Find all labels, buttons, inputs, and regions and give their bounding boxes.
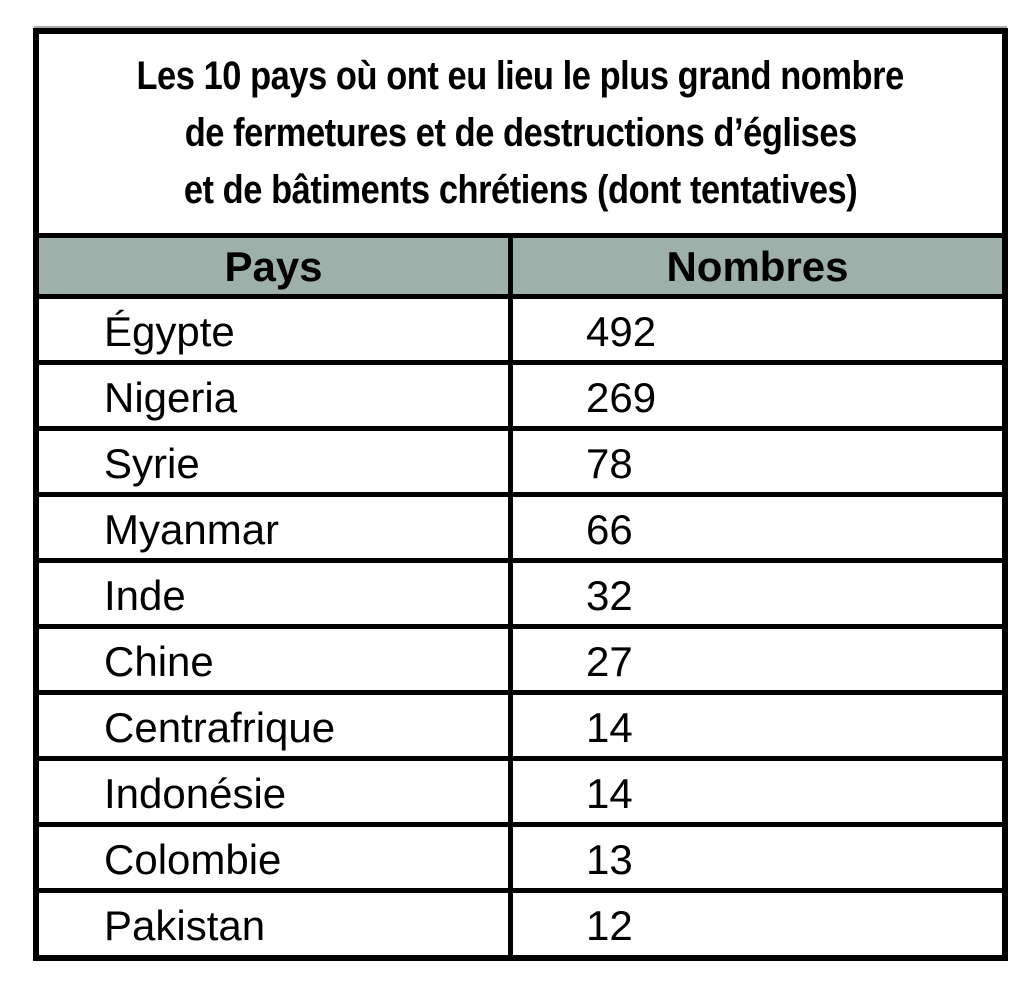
country-cell: Colombie xyxy=(39,827,513,888)
table-row: Nigeria 269 xyxy=(39,365,1002,431)
count-cell: 14 xyxy=(586,769,633,817)
count-cell: 14 xyxy=(586,703,633,751)
table-title: Les 10 pays où ont eu lieu le plus grand… xyxy=(39,34,1002,233)
table-row: Indonésie 14 xyxy=(39,761,1002,827)
count-cell: 13 xyxy=(586,835,633,883)
table-row: Myanmar 66 xyxy=(39,497,1002,563)
country-cell: Égypte xyxy=(39,299,513,360)
table-title-line-2: de fermetures et de destructions d’églis… xyxy=(184,111,857,155)
country-cell: Myanmar xyxy=(39,497,513,558)
table-title-line-3: et de bâtiments chrétiens (dont tentativ… xyxy=(183,168,858,212)
count-cell: 492 xyxy=(586,307,657,355)
column-header-nombres: Nombres xyxy=(513,238,1002,294)
table-row: Centrafrique 14 xyxy=(39,695,1002,761)
country-cell: Inde xyxy=(39,563,513,624)
count-cell: 78 xyxy=(586,439,633,487)
country-cell: Indonésie xyxy=(39,761,513,822)
table-row: Syrie 78 xyxy=(39,431,1002,497)
table-row: Colombie 13 xyxy=(39,827,1002,893)
count-cell: 12 xyxy=(586,902,633,949)
table-row: Chine 27 xyxy=(39,629,1002,695)
table-row: Égypte 492 xyxy=(39,299,1002,365)
table-header-row: Pays Nombres xyxy=(39,233,1002,299)
count-cell: 32 xyxy=(586,571,633,619)
countries-table: Les 10 pays où ont eu lieu le plus grand… xyxy=(33,28,1008,961)
table-body: Égypte 492 Nigeria 269 Syrie 78 Myanmar 66 Inde 3… xyxy=(39,299,1002,955)
country-cell: Pakistan xyxy=(39,893,513,955)
table-title-line-1: Les 10 pays où ont eu lieu le plus grand… xyxy=(136,54,905,98)
table-row: Pakistan 12 xyxy=(39,893,1002,955)
count-cell: 269 xyxy=(586,373,657,421)
country-cell: Syrie xyxy=(39,431,513,492)
count-cell: 66 xyxy=(586,505,633,553)
table-row: Inde 32 xyxy=(39,563,1002,629)
column-header-pays: Pays xyxy=(39,238,513,294)
country-cell: Nigeria xyxy=(39,365,513,426)
country-cell: Centrafrique xyxy=(39,695,513,756)
country-cell: Chine xyxy=(39,629,513,690)
count-cell: 27 xyxy=(586,637,633,685)
